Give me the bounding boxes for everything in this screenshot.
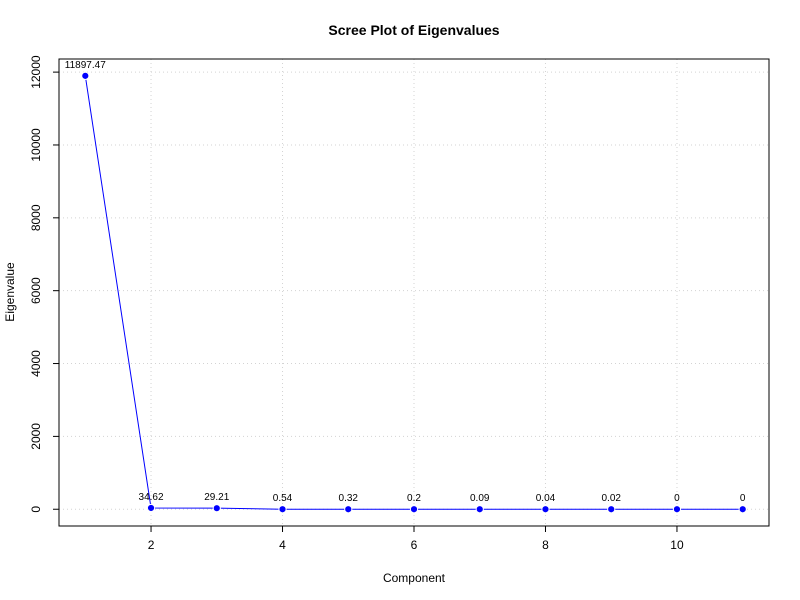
data-point <box>278 505 287 514</box>
data-label: 0.2 <box>407 493 421 504</box>
data-label: 0.02 <box>601 493 621 504</box>
y-tick-label: 2000 <box>29 423 43 450</box>
data-point <box>409 505 419 514</box>
data-label: 0.09 <box>470 493 490 504</box>
data-label: 0.04 <box>536 493 556 504</box>
x-tick-label: 10 <box>670 538 684 552</box>
y-tick-label: 10000 <box>29 128 43 162</box>
data-label: 34.62 <box>139 492 164 503</box>
grid-lines <box>59 59 769 526</box>
plot-area: 11897.47 34.62 29.21 0.54 0.32 0.2 0.09 0.04 0.0… <box>65 60 747 514</box>
series-line <box>84 75 743 510</box>
y-axis-label: Eigenvalue <box>3 262 17 322</box>
data-point <box>475 505 484 514</box>
data-point <box>212 504 221 513</box>
x-tick-label: 6 <box>411 538 418 552</box>
data-point <box>146 503 156 513</box>
data-label: 11897.47 <box>65 60 106 71</box>
x-tick-label: 8 <box>542 538 549 552</box>
data-point <box>541 505 550 514</box>
data-label: 29.21 <box>204 492 229 503</box>
data-point <box>738 505 747 514</box>
y-tick-label: 0 <box>29 506 43 513</box>
data-point <box>607 505 616 514</box>
data-label: 0.54 <box>273 493 293 504</box>
data-label: 0.32 <box>339 493 359 504</box>
y-tick-label: 6000 <box>29 277 43 304</box>
chart-title: Scree Plot of Eigenvalues <box>328 22 499 38</box>
y-tick-label: 8000 <box>29 204 43 231</box>
y-tick-label: 4000 <box>29 350 43 377</box>
data-label: 0 <box>674 493 680 504</box>
data-point <box>81 71 90 80</box>
x-tick-label: 2 <box>148 538 155 552</box>
y-axis: 0 2000 4000 6000 8000 10000 12000 <box>29 55 59 513</box>
x-tick-label: 4 <box>279 538 286 552</box>
data-point <box>672 505 682 514</box>
x-axis-label: Component <box>383 571 446 585</box>
data-label: 0 <box>740 493 746 504</box>
x-axis: 2 4 6 8 10 <box>148 526 684 552</box>
data-point <box>344 505 353 514</box>
y-tick-label: 12000 <box>29 55 43 89</box>
